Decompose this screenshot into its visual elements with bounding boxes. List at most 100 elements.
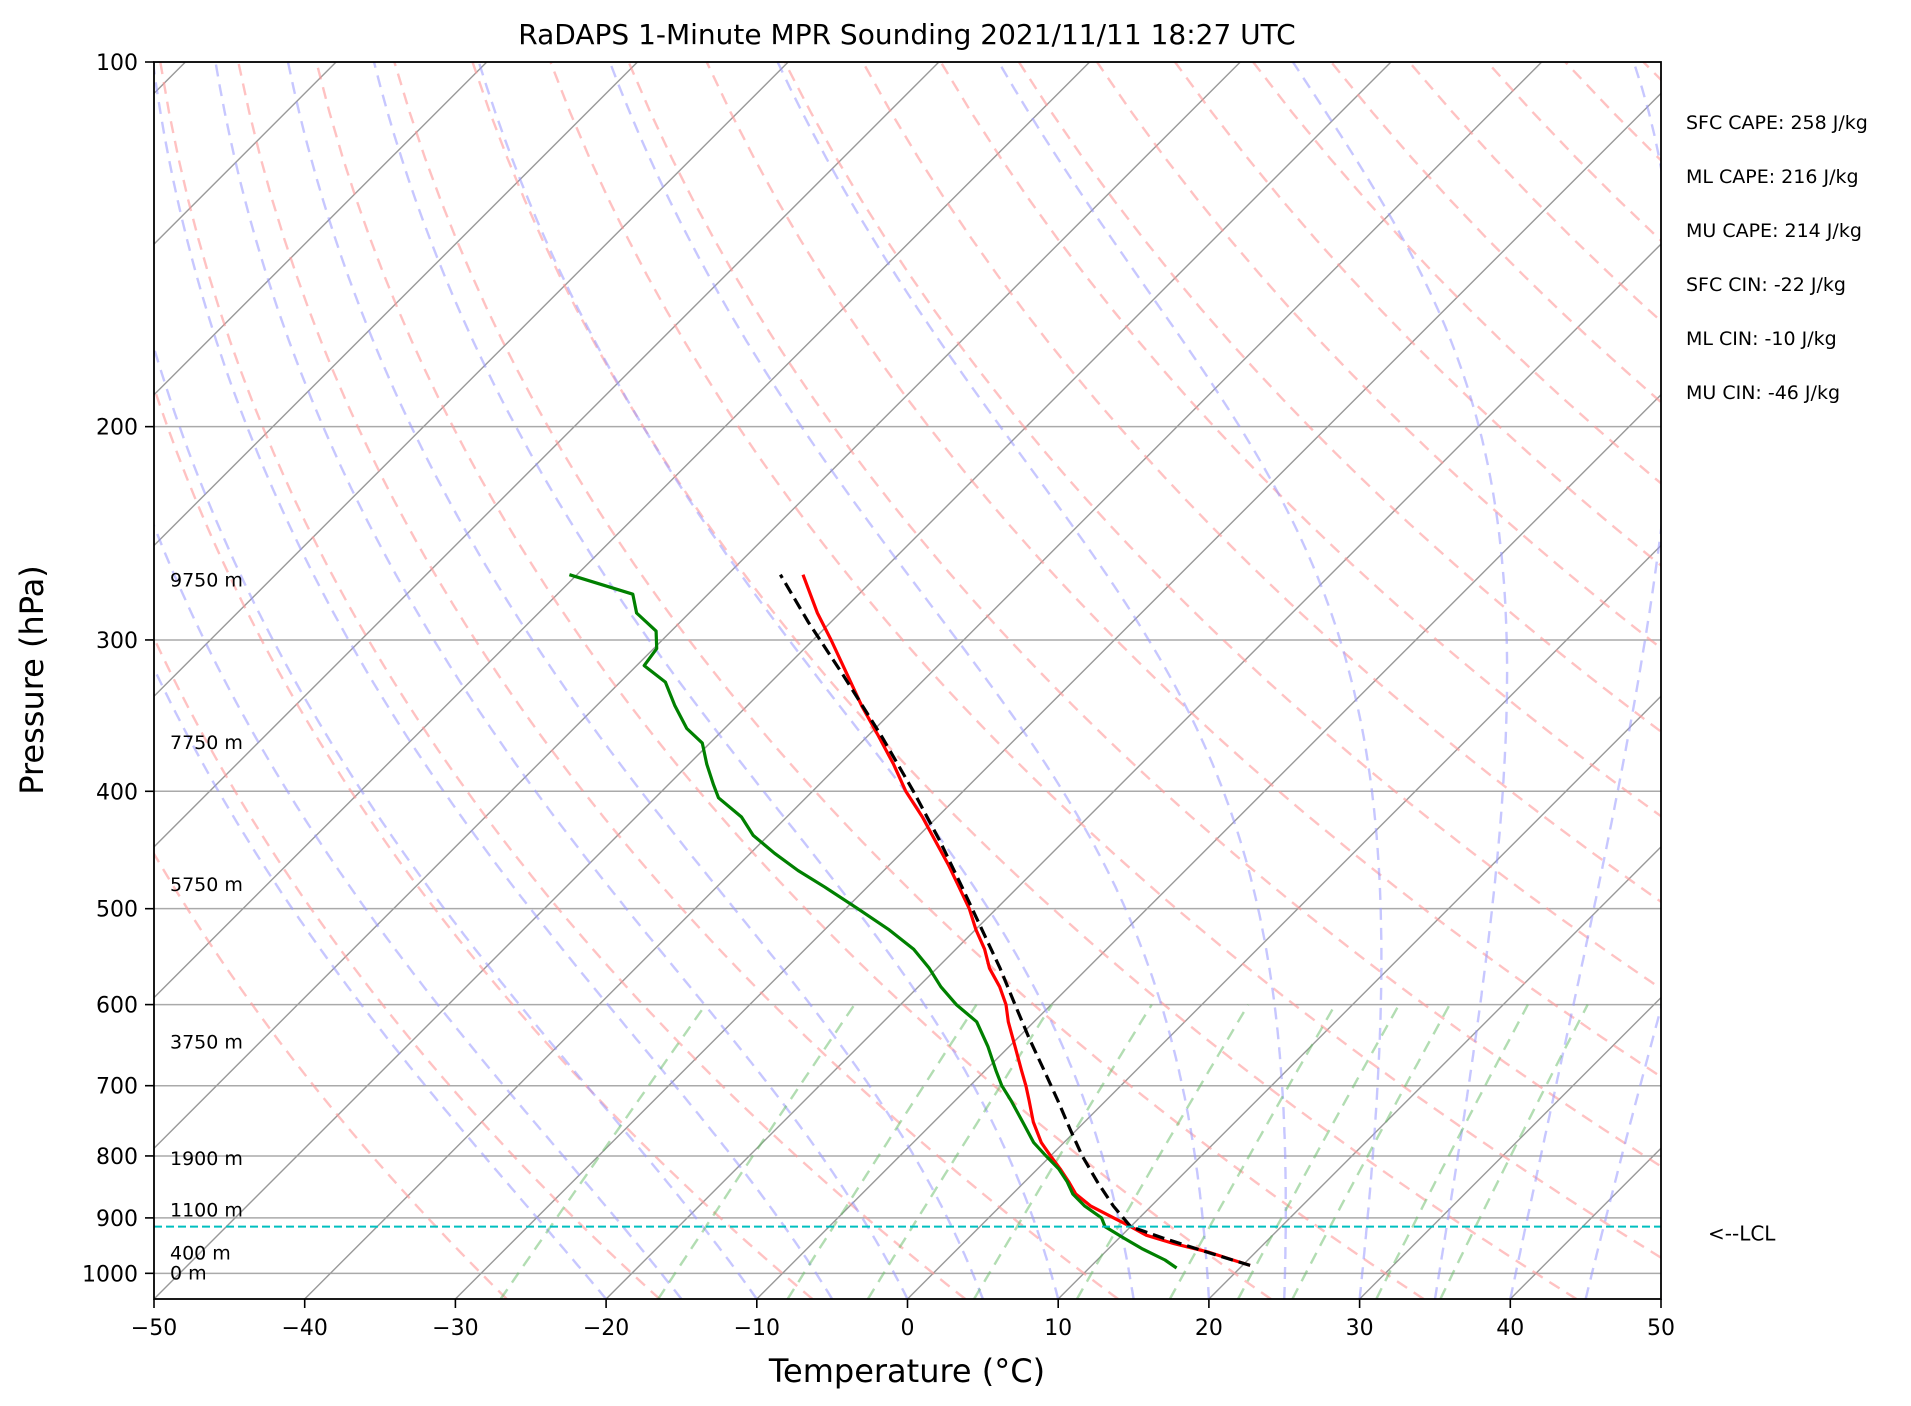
- isotherm-line: [1660, 1298, 1661, 1299]
- isotherm-line: [154, 62, 1091, 999]
- moist-adiabat-line: [286, 62, 985, 1299]
- x-tick-label: −40: [281, 1316, 327, 1341]
- parcel-profile-line: [779, 573, 1251, 1267]
- stats-line: SFC CIN: -22 J/kg: [1686, 274, 1846, 296]
- dry-adiabat-line: [1017, 62, 1661, 734]
- dry-adiabat-line: [237, 62, 1119, 1299]
- moist-adiabat-line: [997, 62, 1383, 1299]
- dry-adiabat-line: [861, 62, 1661, 904]
- moist-adiabat-line: [1659, 1294, 1661, 1299]
- dry-adiabat-line: [1564, 62, 1661, 162]
- moist-adiabat-line: [1584, 1003, 1661, 1299]
- mixing-ratio-line: [786, 1003, 978, 1299]
- height-label: 5750 m: [170, 874, 243, 896]
- x-tick-label: −10: [734, 1316, 780, 1341]
- moist-adiabat-line: [214, 62, 909, 1299]
- dry-adiabat-line: [393, 62, 1425, 1299]
- dry-adiabat-line: [939, 62, 1661, 818]
- dry-adiabat-line: [783, 62, 1661, 991]
- series-layer: [154, 573, 1661, 1270]
- dry-adiabat-line: [1721, 62, 1911, 1299]
- moist-adiabat-line: [372, 62, 1060, 1299]
- moist-adiabat-line: [154, 62, 834, 1299]
- moist-adiabat-line: [154, 343, 758, 1299]
- plot-frame: [153, 61, 1662, 1300]
- isotherm-line: [756, 393, 1661, 1299]
- isotherm-line: [1057, 695, 1661, 1299]
- chart-title: RaDAPS 1-Minute MPR Sounding 2021/11/11 …: [518, 18, 1295, 51]
- height-label: 400 m: [170, 1242, 231, 1264]
- mixing-ratio-line: [1168, 1004, 1337, 1299]
- isotherm-line: [154, 62, 1241, 1150]
- stats-panel: SFC CAPE: 258 J/kg ML CAPE: 216 J/kg MU CA…: [1686, 112, 1868, 404]
- stats-line: MU CAPE: 214 J/kg: [1686, 220, 1862, 242]
- isotherm-line: [907, 544, 1661, 1299]
- isotherm-line: [154, 62, 488, 396]
- dry-adiabat-line: [1096, 62, 1661, 650]
- x-tick-label: 0: [901, 1316, 915, 1341]
- mixing-ratio-line: [1237, 1004, 1401, 1299]
- y-tick-label: 900: [96, 1207, 138, 1232]
- isotherm-line: [154, 62, 1392, 1299]
- dry-adiabat-line: [1174, 62, 1661, 567]
- x-tick-label: 30: [1346, 1316, 1374, 1341]
- x-tick-label: 20: [1195, 1316, 1223, 1341]
- x-tick-label: 10: [1044, 1316, 1072, 1341]
- height-label: 0 m: [170, 1262, 207, 1284]
- stats-line: SFC CAPE: 258 J/kg: [1686, 112, 1868, 134]
- isotherm-line: [454, 92, 1661, 1299]
- x-tick-label: 40: [1496, 1316, 1524, 1341]
- y-tick-label: 200: [96, 416, 138, 441]
- x-tick-label: 50: [1647, 1316, 1675, 1341]
- dewpoint-line: [568, 573, 1178, 1270]
- height-label: 3750 m: [170, 1032, 243, 1054]
- mixing-ratio-line: [1075, 1003, 1250, 1299]
- dry-adiabat-line: [549, 62, 1661, 1260]
- dry-adiabat-line: [627, 62, 1661, 1168]
- y-axis-label: Pressure (hPa): [13, 565, 51, 795]
- dry-adiabat-line: [471, 62, 1578, 1299]
- lcl-label: <--LCL: [1708, 1222, 1776, 1246]
- y-tick-label: 700: [96, 1075, 138, 1100]
- dry-adiabat-line: [1330, 62, 1661, 404]
- stats-line: MU CIN: -46 J/kg: [1686, 382, 1840, 404]
- dry-adiabat-line: [705, 62, 1661, 1079]
- isotherm-line: [1812, 62, 1911, 1299]
- y-tick-label: 600: [96, 994, 138, 1019]
- y-tick-label: 1000: [82, 1262, 138, 1287]
- mixing-ratio-line: [1439, 1004, 1589, 1299]
- y-tick-label: 100: [96, 51, 138, 76]
- dry-adiabat-line: [1642, 62, 1661, 82]
- mixing-ratio-line: [1375, 1004, 1529, 1299]
- mixing-ratio-line: [866, 1003, 1054, 1299]
- isotherm-line: [1359, 996, 1661, 1299]
- isotherm-line: [1509, 1147, 1661, 1299]
- y-axis-ticks: 100 200 300 400 500 600 700 800 900 1000: [82, 51, 154, 1287]
- mixing-ratio-line: [973, 1003, 1153, 1299]
- mixing-ratio-line: [499, 1003, 707, 1299]
- height-labels: 9750 m 7750 m 5750 m 3750 m 1900 m 1100 m 400 …: [170, 570, 243, 1285]
- moist-adiabat-line: [1509, 62, 1661, 1299]
- stats-line: ML CAPE: 216 J/kg: [1686, 166, 1859, 188]
- y-tick-label: 800: [96, 1145, 138, 1170]
- x-tick-label: −20: [583, 1316, 629, 1341]
- dry-adiabat-line: [154, 635, 661, 1299]
- dry-adiabat-line: [315, 62, 1272, 1299]
- moist-adiabat-line: [776, 62, 1287, 1299]
- isotherm-line: [154, 62, 638, 547]
- y-tick-label: 400: [96, 780, 138, 805]
- isotherm-line: [605, 243, 1661, 1299]
- height-label: 1100 m: [170, 1199, 243, 1221]
- x-tick-label: −50: [131, 1316, 177, 1341]
- y-tick-label: 500: [96, 898, 138, 923]
- height-label: 9750 m: [170, 570, 243, 592]
- isotherm-line: [304, 62, 1543, 1299]
- x-axis-label: Temperature (°C): [768, 1352, 1045, 1390]
- moist-adiabat-line: [154, 522, 683, 1299]
- temperature-line: [801, 574, 1251, 1267]
- dry-adiabat-line: [159, 62, 967, 1299]
- stats-line: ML CIN: -10 J/kg: [1686, 328, 1837, 350]
- moist-adiabat-line: [154, 665, 608, 1299]
- x-tick-label: −30: [432, 1316, 478, 1341]
